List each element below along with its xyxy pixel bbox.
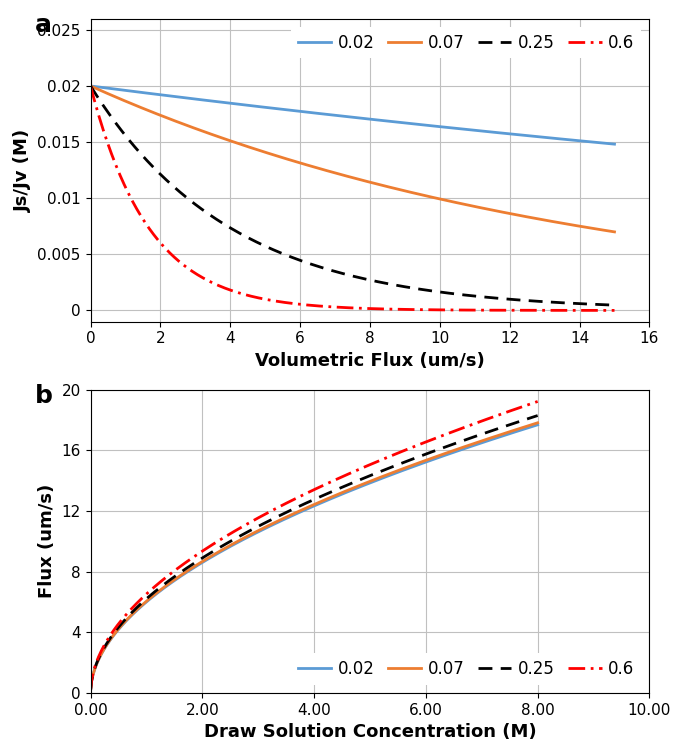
- 0.6: [523, 401, 531, 410]
- 0.25: [370, 276, 378, 285]
- 0.25: [299, 500, 307, 509]
- 0.02: [335, 111, 343, 120]
- 0.6: [610, 306, 619, 315]
- 0.02: [86, 686, 95, 695]
- 0.25: [338, 269, 347, 278]
- 0.02: [353, 484, 361, 493]
- 0.07: [598, 225, 606, 234]
- Line: 0.07: 0.07: [90, 86, 614, 232]
- 0.6: [299, 491, 307, 500]
- 0.6: [86, 686, 95, 695]
- Line: 0.07: 0.07: [90, 423, 538, 690]
- 0.07: [398, 186, 406, 195]
- 0.07: [86, 82, 95, 91]
- 0.25: [453, 438, 461, 447]
- 0.02: [338, 112, 347, 121]
- 0.07: [453, 445, 461, 454]
- 0.02: [86, 82, 95, 91]
- 0.25: [353, 476, 361, 485]
- 0.02: [610, 140, 619, 149]
- 0.02: [516, 131, 524, 140]
- 0.25: [335, 268, 343, 277]
- Legend: 0.02, 0.07, 0.25, 0.6: 0.02, 0.07, 0.25, 0.6: [291, 27, 641, 58]
- 0.25: [86, 686, 95, 695]
- 0.02: [598, 138, 606, 147]
- Line: 0.25: 0.25: [90, 415, 538, 690]
- 0.07: [534, 418, 542, 427]
- 0.6: [353, 466, 361, 475]
- X-axis label: Volumetric Flux (um/s): Volumetric Flux (um/s): [255, 352, 485, 370]
- 0.25: [534, 411, 542, 420]
- Text: a: a: [35, 13, 51, 36]
- 0.02: [453, 447, 461, 456]
- Text: b: b: [35, 384, 53, 408]
- 0.02: [370, 115, 378, 124]
- 0.6: [335, 303, 343, 312]
- 0.07: [328, 492, 336, 501]
- 0.6: [453, 426, 461, 435]
- 0.25: [516, 295, 524, 304]
- 0.6: [86, 82, 95, 91]
- 0.07: [370, 179, 378, 188]
- 0.6: [338, 303, 347, 312]
- 0.25: [328, 487, 336, 496]
- 0.6: [534, 397, 542, 406]
- 0.6: [328, 476, 336, 485]
- 0.07: [299, 505, 307, 514]
- 0.07: [516, 211, 524, 220]
- 0.02: [398, 118, 406, 127]
- Line: 0.02: 0.02: [90, 86, 614, 144]
- 0.07: [610, 227, 619, 236]
- 0.25: [523, 414, 531, 424]
- 0.25: [301, 499, 310, 508]
- 0.02: [523, 424, 531, 433]
- Line: 0.6: 0.6: [90, 402, 538, 690]
- 0.07: [301, 504, 310, 513]
- 0.02: [301, 505, 310, 514]
- Line: 0.25: 0.25: [90, 86, 614, 305]
- 0.02: [534, 421, 542, 430]
- 0.25: [610, 300, 619, 310]
- 0.25: [86, 82, 95, 91]
- 0.02: [328, 494, 336, 503]
- Y-axis label: Flux (um/s): Flux (um/s): [38, 484, 56, 599]
- 0.07: [523, 421, 531, 430]
- 0.6: [398, 305, 406, 314]
- 0.6: [598, 306, 606, 315]
- 0.25: [398, 282, 406, 291]
- 0.6: [516, 306, 524, 315]
- 0.6: [370, 304, 378, 313]
- 0.6: [301, 489, 310, 498]
- Line: 0.02: 0.02: [90, 425, 538, 690]
- Y-axis label: Js/Jv (M): Js/Jv (M): [14, 128, 32, 211]
- 0.07: [335, 170, 343, 179]
- Line: 0.6: 0.6: [90, 86, 614, 310]
- 0.07: [353, 482, 361, 492]
- 0.25: [598, 300, 606, 310]
- 0.07: [86, 686, 95, 695]
- X-axis label: Draw Solution Concentration (M): Draw Solution Concentration (M): [203, 723, 536, 741]
- 0.02: [299, 507, 307, 516]
- Legend: 0.02, 0.07, 0.25, 0.6: 0.02, 0.07, 0.25, 0.6: [291, 653, 641, 685]
- 0.07: [338, 171, 347, 180]
